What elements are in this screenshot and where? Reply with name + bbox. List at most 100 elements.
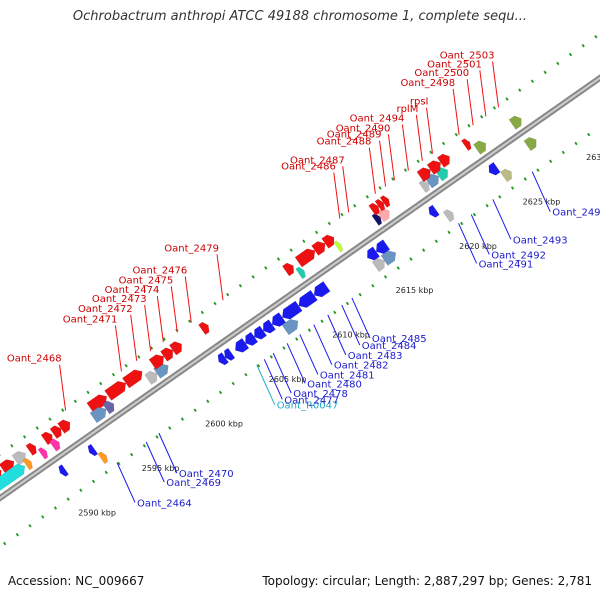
summary-text: Topology: circular; Length: 2,887,297 bp… bbox=[262, 574, 592, 588]
gene-label-forward: Oant_2488 bbox=[317, 137, 372, 148]
gene-label-reverse: Oant_2480 bbox=[307, 379, 362, 390]
tick-mark bbox=[48, 417, 52, 421]
label-leader bbox=[263, 359, 283, 400]
tick-label: 2590 kbp bbox=[78, 508, 116, 517]
gene-feature bbox=[144, 370, 158, 385]
gene-feature bbox=[281, 318, 299, 336]
gene-label-forward: Oant_2476 bbox=[133, 266, 188, 277]
label-leader bbox=[327, 314, 347, 356]
gene-feature bbox=[371, 213, 383, 226]
tick-mark bbox=[206, 399, 210, 404]
gene-label-reverse: Oant_2493 bbox=[513, 235, 568, 246]
label-leader bbox=[59, 364, 67, 411]
tick-mark bbox=[429, 150, 433, 155]
tick-mark bbox=[353, 203, 357, 208]
gene-feature bbox=[49, 425, 62, 440]
gene-label-reverse: Oant_2464 bbox=[137, 498, 192, 509]
gene-feature bbox=[333, 240, 344, 253]
gene-feature bbox=[168, 341, 182, 356]
gene-label-forward: Oant_2498 bbox=[400, 78, 455, 89]
gene-feature bbox=[58, 464, 69, 477]
gene-feature bbox=[313, 281, 331, 298]
tick-mark bbox=[340, 212, 344, 217]
gene-label-forward: rpsI bbox=[410, 97, 429, 108]
tick-mark bbox=[485, 203, 489, 208]
gene-feature bbox=[311, 241, 326, 256]
tick-mark bbox=[492, 106, 496, 110]
tick-mark bbox=[282, 346, 286, 350]
tick-mark bbox=[472, 212, 477, 217]
tick-mark bbox=[86, 390, 90, 395]
gene-feature bbox=[121, 369, 143, 389]
gene-feature bbox=[298, 289, 318, 308]
tick-mark bbox=[264, 266, 268, 270]
label-leader bbox=[256, 364, 276, 405]
tick-mark bbox=[35, 426, 39, 430]
label-leader bbox=[470, 214, 490, 255]
tick-mark bbox=[218, 390, 223, 395]
gene-feature bbox=[104, 381, 127, 401]
gene-feature bbox=[262, 319, 276, 334]
gene-label-forward: Oant_2500 bbox=[414, 68, 469, 79]
tick-mark bbox=[256, 363, 261, 368]
tick-mark bbox=[307, 328, 312, 332]
tick-mark bbox=[314, 230, 319, 235]
tick-mark bbox=[124, 363, 128, 368]
gene-label-reverse: Oant_2492 bbox=[491, 250, 546, 261]
label-leader bbox=[531, 171, 551, 212]
tick-mark bbox=[79, 488, 83, 492]
gene-label-forward: Oant_2468 bbox=[7, 354, 62, 365]
tick-mark bbox=[378, 186, 382, 190]
gene-label-reverse: Oant_2483 bbox=[348, 351, 403, 362]
gene-feature bbox=[217, 352, 229, 366]
tick-mark bbox=[365, 195, 369, 199]
tick-mark bbox=[269, 355, 273, 359]
gene-feature bbox=[198, 321, 210, 335]
tick-mark bbox=[447, 230, 451, 235]
rna-label: Oant_R0047 bbox=[277, 401, 339, 412]
label-leader bbox=[492, 199, 512, 240]
tick-label: 2625 kbp bbox=[523, 197, 561, 206]
tick-mark bbox=[543, 70, 547, 75]
backbone-line bbox=[0, 74, 600, 502]
gene-label-forward: Oant_2494 bbox=[350, 114, 405, 125]
tick-mark bbox=[302, 239, 306, 244]
gene-feature bbox=[148, 354, 165, 370]
label-leader bbox=[156, 296, 164, 343]
label-leader bbox=[333, 172, 341, 219]
gene-feature bbox=[254, 325, 268, 340]
gene-label-reverse: Oant_2485 bbox=[372, 334, 427, 345]
accession-text: Accession: NC_009667 bbox=[8, 574, 145, 588]
backbone-highlight bbox=[0, 76, 600, 500]
gene-feature bbox=[11, 450, 26, 466]
tick-mark bbox=[238, 283, 243, 288]
tick-mark bbox=[345, 301, 350, 306]
gene-feature bbox=[0, 463, 26, 491]
gene-label-forward: rplM bbox=[396, 104, 418, 115]
gene-label-reverse: Oant_2477 bbox=[284, 395, 339, 406]
tick-mark bbox=[162, 337, 166, 341]
tick-mark bbox=[556, 61, 560, 66]
gene-feature bbox=[25, 442, 37, 456]
tick-mark bbox=[295, 337, 299, 341]
tick-mark bbox=[422, 248, 426, 252]
label-leader bbox=[479, 70, 487, 117]
gene-feature bbox=[371, 257, 385, 273]
gene-feature bbox=[87, 443, 99, 457]
tick-mark bbox=[3, 541, 7, 546]
label-leader bbox=[426, 107, 434, 154]
gene-feature bbox=[282, 300, 303, 320]
tick-mark bbox=[536, 168, 540, 172]
gene-label-forward: Oant_2473 bbox=[92, 294, 147, 305]
label-leader bbox=[401, 124, 409, 171]
gene-label-reverse: Oant_2484 bbox=[362, 341, 417, 352]
gene-feature bbox=[368, 202, 380, 216]
tick-mark bbox=[530, 79, 535, 84]
gene-feature bbox=[321, 234, 335, 249]
tick-mark bbox=[91, 479, 96, 484]
tick-mark bbox=[371, 283, 375, 288]
tick-mark bbox=[416, 159, 420, 164]
label-leader bbox=[158, 432, 178, 474]
